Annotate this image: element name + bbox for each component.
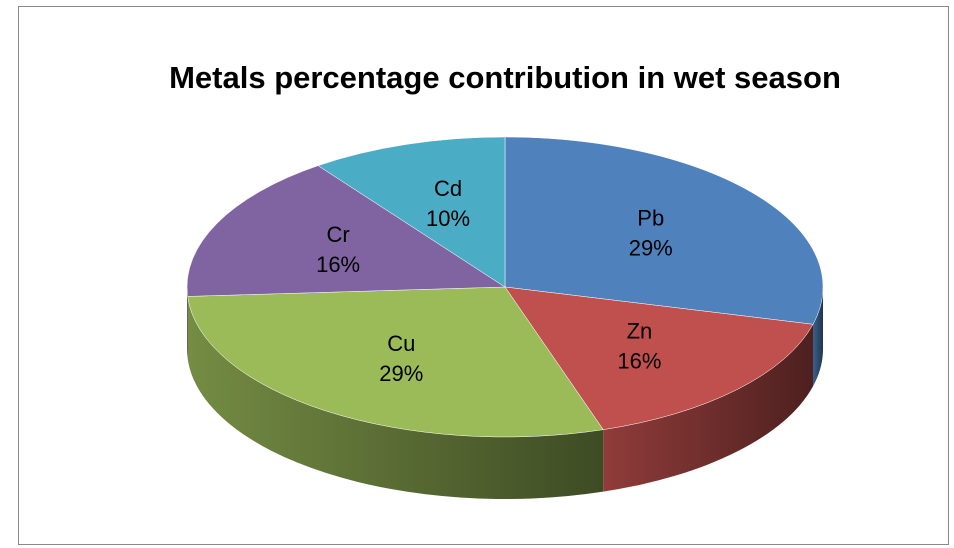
chart-title: Metals percentage contribution in wet se… [169,60,841,95]
slice [317,136,506,288]
slice-category-label: Cu [387,331,415,356]
slice-category-label: Zn [627,318,653,343]
slice [186,165,506,297]
slice-category-label: Cr [327,222,350,247]
slice-value-label: 10% [426,206,470,231]
slice-category-label: Cd [434,176,462,201]
slice [504,286,814,430]
slice-value-label: 29% [379,361,423,386]
slice-value-label: 16% [617,348,661,373]
slice-value-label: 16% [316,252,360,277]
slice-category-label: Pb [637,205,664,230]
slice-side [187,287,188,359]
slice-value-label: 29% [629,235,673,260]
slice [504,136,824,325]
slice [187,286,604,438]
slice-side [187,296,604,499]
slice-side [813,287,823,387]
slice-side [603,324,814,492]
